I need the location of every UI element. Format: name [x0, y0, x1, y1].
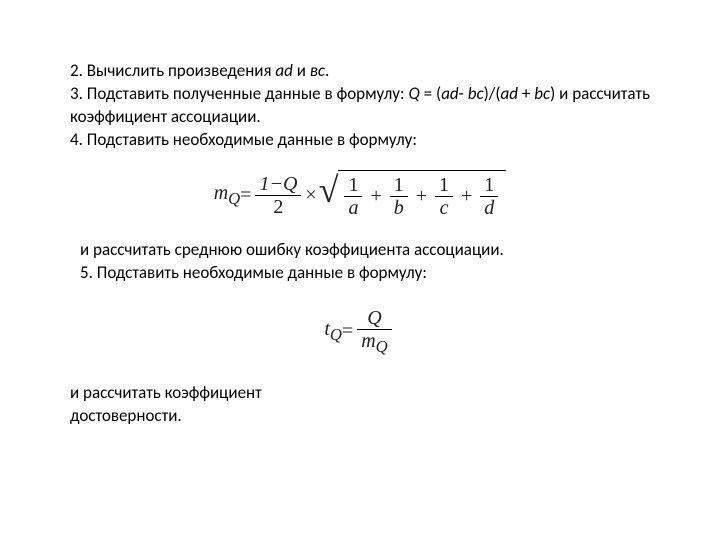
f2-num: Q	[363, 307, 385, 329]
step-4-text: 4. Подставить необходимые данные в форму…	[70, 129, 650, 152]
f2-den-sub: Q	[376, 337, 388, 356]
f1-p1: +	[366, 185, 385, 208]
f2-den-a: m	[361, 330, 375, 352]
step-5b-text: и рассчитать коэффициент достоверности.	[70, 382, 650, 428]
step3-t2: bc	[468, 83, 484, 104]
f1-p3: +	[457, 185, 476, 208]
step-2-text: 2. Вычислить произведения ad и вс.	[70, 60, 650, 83]
f1-lhs: m	[214, 182, 228, 204]
step3-plus: +	[518, 83, 534, 104]
step2-term-ad: ad	[275, 60, 292, 81]
step3-minus: -	[459, 83, 468, 104]
step3-t3: ad	[501, 83, 518, 104]
f1-sqrt: √ 1a + 1b + 1c + 1d	[319, 170, 507, 221]
step3-prefix: 3. Подставить полученные данные в формул…	[70, 83, 408, 104]
step2-prefix: 2. Вычислить произведения	[70, 60, 275, 81]
formula-tQ: tQ = Q mQ	[70, 307, 650, 356]
f1-t3: 1c	[435, 174, 453, 219]
step3-Q: Q	[408, 83, 419, 104]
step-5-text: 5. Подставить необходимые данные в форму…	[80, 262, 650, 285]
f2-eq: =	[342, 320, 353, 343]
step2-mid: и	[293, 60, 310, 81]
step3-eq: = (	[420, 83, 441, 104]
step-4b-text: и рассчитать среднюю ошибку коэффициента…	[80, 239, 650, 262]
step2-suffix: .	[325, 60, 329, 81]
f1-times: ×	[305, 184, 316, 207]
f1-t4: 1d	[480, 174, 498, 219]
f2-frac: Q mQ	[357, 307, 391, 356]
step3-t1: ad	[441, 83, 458, 104]
f1-frac1-den: 2	[269, 196, 287, 218]
f1-frac1: 1−Q 2	[255, 173, 301, 218]
step-3-text: 3. Подставить полученные данные в формул…	[70, 83, 650, 129]
formula-mQ: mQ = 1−Q 2 × √ 1a + 1b + 1c +	[70, 170, 650, 221]
step2-term-bc: вс	[310, 60, 325, 81]
step3-t4: bc	[534, 83, 550, 104]
f1-frac1-num: 1−Q	[255, 173, 301, 195]
f1-lhs-sub: Q	[228, 189, 240, 208]
step3-div: )/(	[484, 83, 501, 104]
f2-lhs-sub: Q	[330, 325, 342, 344]
f1-eq: =	[240, 184, 251, 207]
f1-t2: 1b	[390, 174, 408, 219]
radical-icon: √	[319, 172, 339, 223]
f1-t1: 1a	[344, 174, 362, 219]
f1-p2: +	[412, 185, 431, 208]
